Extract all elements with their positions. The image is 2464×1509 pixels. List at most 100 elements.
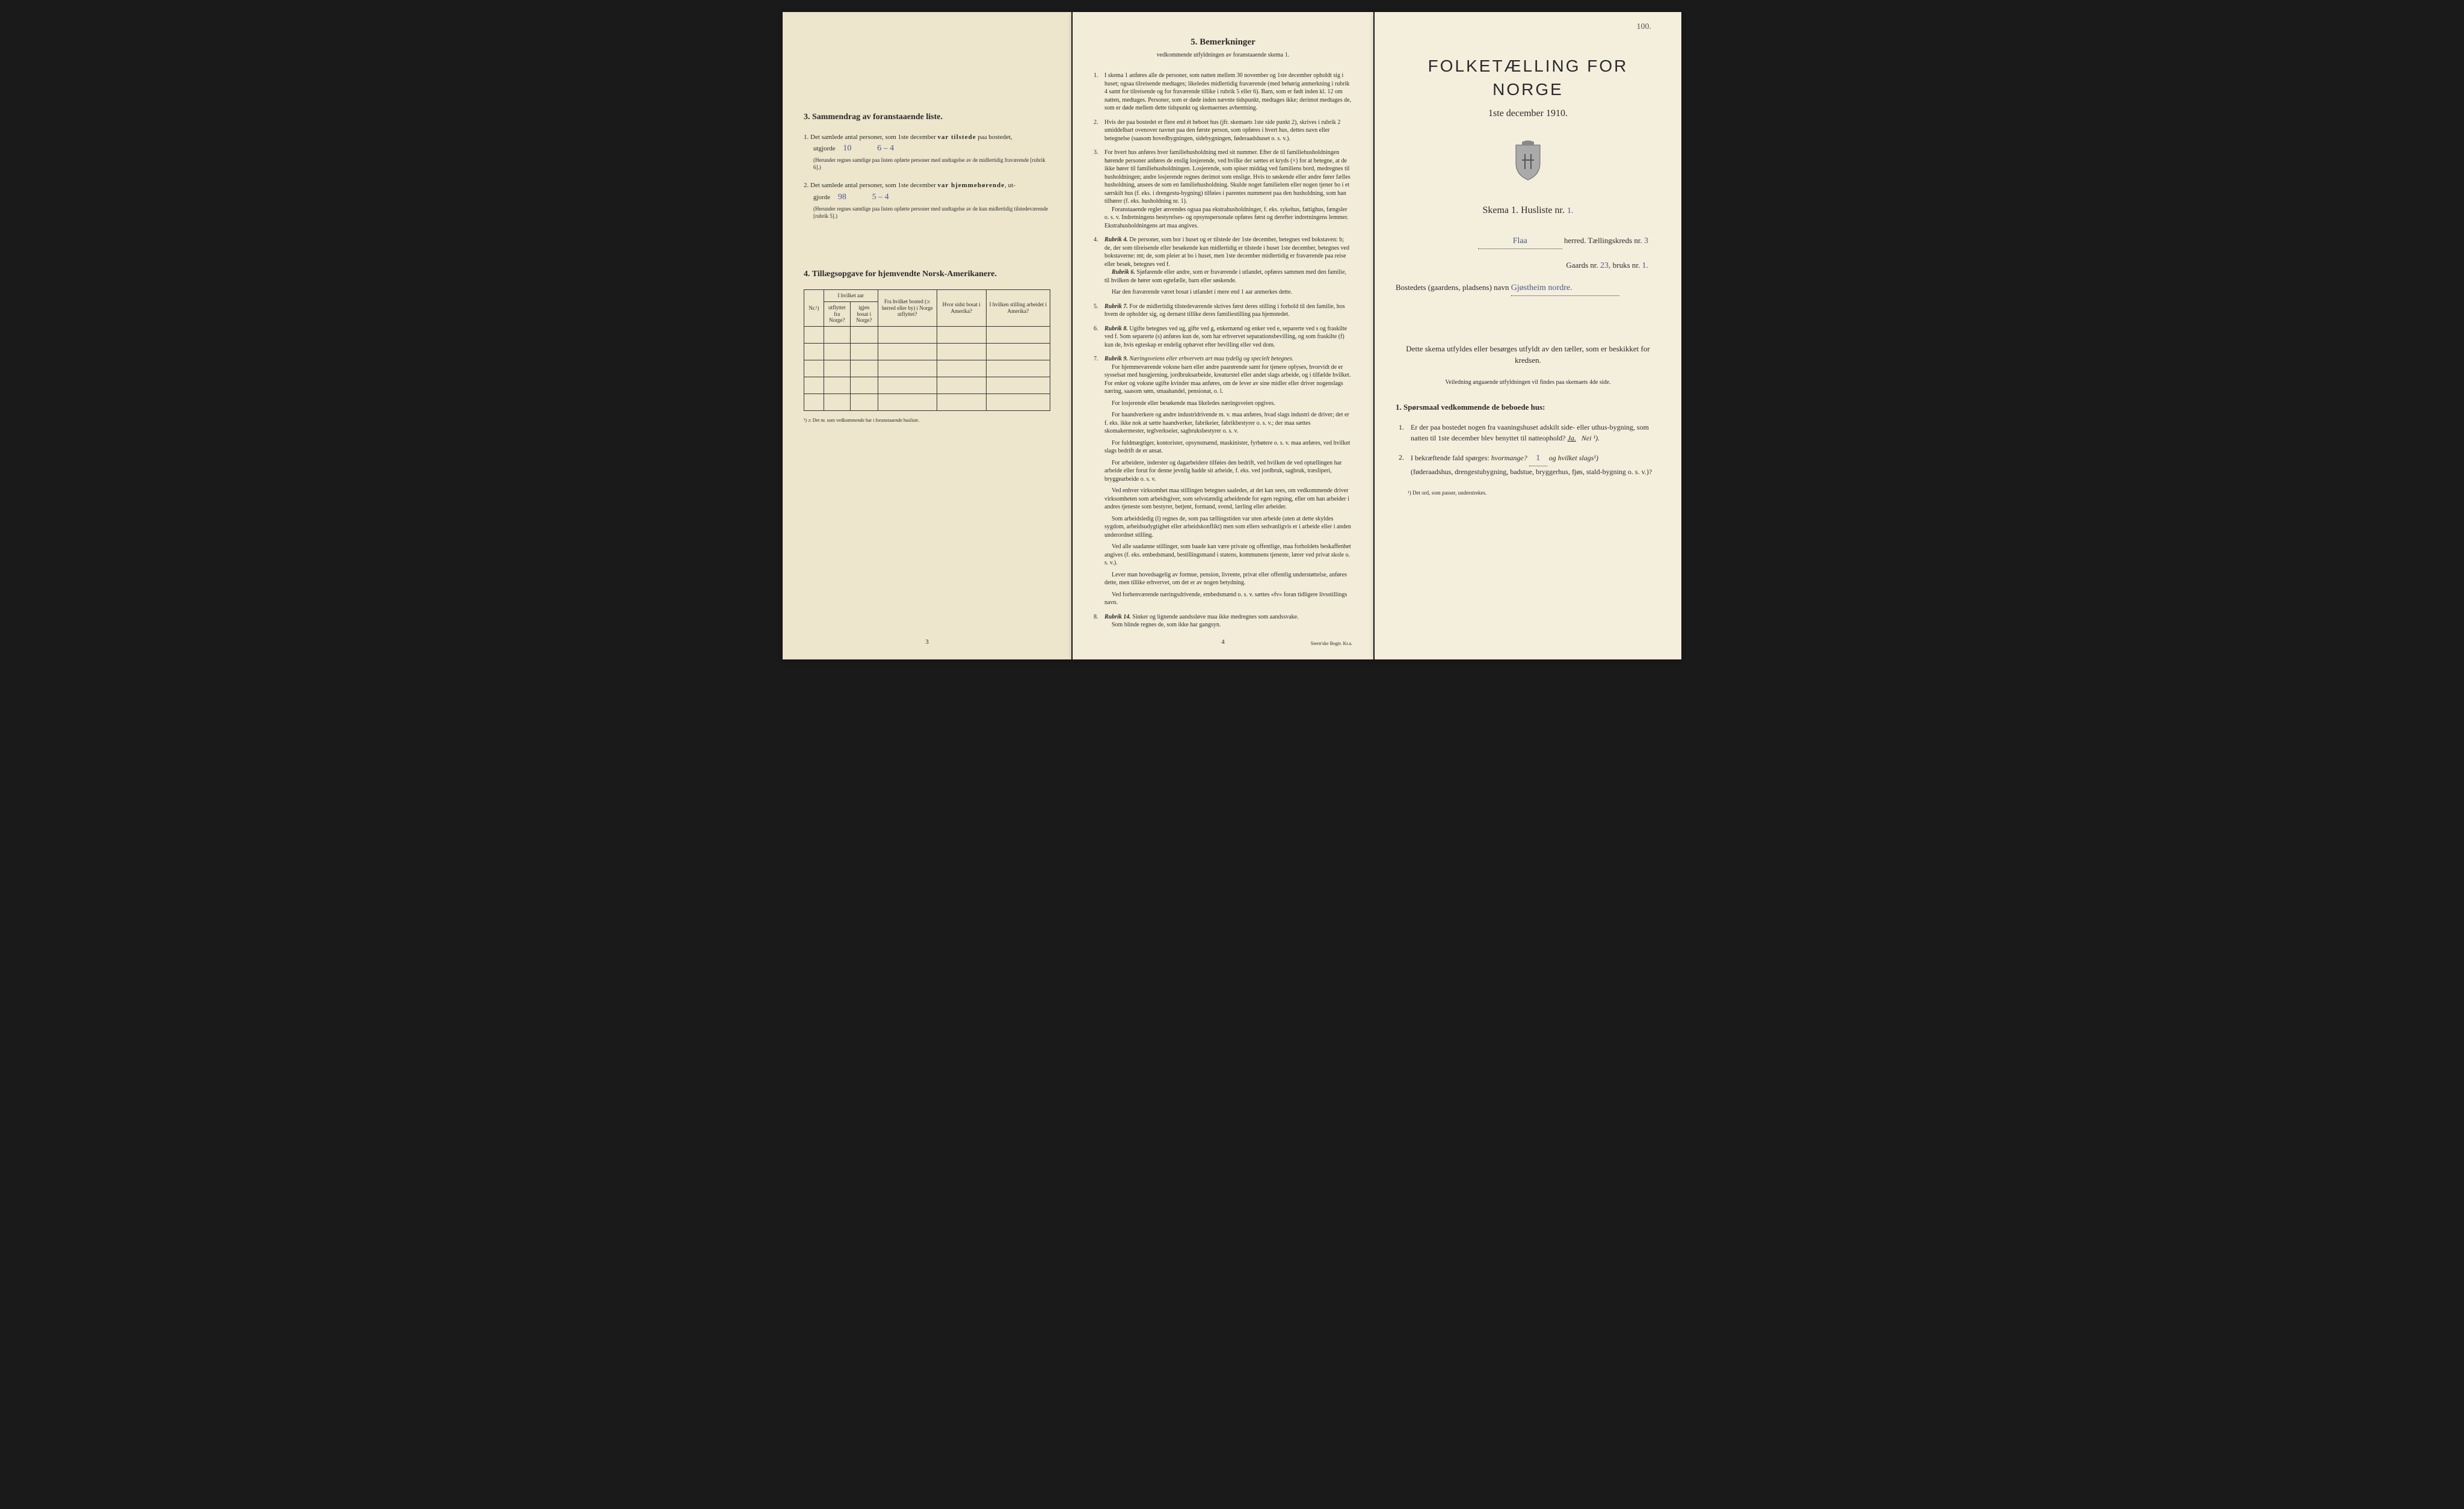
q2-text-c: og hvilket slags¹) <box>1549 454 1598 462</box>
remark-text: De personer, som bor i huset og er tilst… <box>1104 236 1349 268</box>
remark-para: For haandverkere og andre industridriven… <box>1104 411 1352 436</box>
item2-bold: var hjemmehørende <box>938 182 1005 189</box>
herred-name: Flaa <box>1478 235 1562 249</box>
th-amerika: Hvor sidst bosat i Amerika? <box>937 289 986 326</box>
th-year: I hvilket aar <box>824 289 878 301</box>
question-1: 1. Er der paa bostedet nogen fra vaaning… <box>1396 422 1660 443</box>
folio-number: 100. <box>1637 21 1652 33</box>
th-stilling: I hvilken stilling arbeidet i Amerika? <box>986 289 1050 326</box>
th-nr: Nr.¹) <box>804 289 824 326</box>
rubrik-label: Rubrik 7. <box>1104 303 1128 310</box>
remark-para: For losjerende eller besøkende maa likel… <box>1104 400 1352 408</box>
instruction-sub: Veiledning angaaende utfyldningen vil fi… <box>1396 378 1660 387</box>
item1-note: (Herunder regnes samtlige paa listen opf… <box>813 157 1050 171</box>
remark-num: 5. <box>1094 303 1098 311</box>
rubrik-label: Rubrik 14. <box>1104 614 1131 620</box>
item2-value2: 5 – 4 <box>872 193 889 202</box>
page-middle: 5. Bemerkninger vedkommende utfyldningen… <box>1073 12 1373 659</box>
remark-1: 1. I skema 1 anføres alle de personer, s… <box>1094 72 1352 113</box>
item2-value1: 98 <box>838 193 846 202</box>
remark-text: Ugifte betegnes ved ug, gifte ved g, enk… <box>1104 326 1347 348</box>
remark-num: 2. <box>1094 119 1098 127</box>
bruks-label: bruks nr. <box>1613 261 1640 270</box>
remark-text: I skema 1 anføres alle de personer, som … <box>1104 72 1351 111</box>
questions-title: 1. Spørsmaal vedkommende de beboede hus: <box>1396 402 1660 413</box>
remark-para: Som arbeidsledig (l) regnes de, som paa … <box>1104 515 1352 540</box>
item1-prefix: 1. Det samlede antal personer, som 1ste … <box>804 134 936 141</box>
bosted-line: Bostedets (gaardens, pladsens) navn Gjøs… <box>1396 282 1660 296</box>
bosted-value: Gjøstheim nordre. <box>1511 282 1619 296</box>
page-number-3: 3 <box>925 638 929 647</box>
kreds-value: 3 <box>1644 236 1648 245</box>
item2-suffix: , ut- <box>1005 182 1015 189</box>
instruction-text: Dette skema utfyldes eller besørges utfy… <box>1396 343 1660 366</box>
remark-text: Hvis der paa bostedet er flere end ét be… <box>1104 119 1340 142</box>
remark-num: 1. <box>1094 72 1098 80</box>
q1-num: 1. <box>1399 422 1404 433</box>
rubrik-label: Rubrik 8. <box>1104 326 1128 332</box>
section-5-title: 5. Bemerkninger <box>1094 36 1352 49</box>
item2-note: (Herunder regnes samtlige paa listen opf… <box>813 206 1050 220</box>
item1-utgjorde: utgjorde <box>813 145 836 152</box>
remark-para: Lever man hovedsagelig av formue, pensio… <box>1104 571 1352 587</box>
remark-num: 3. <box>1094 149 1098 157</box>
item1-bold: var tilstede <box>938 134 976 141</box>
table-row <box>804 377 1050 394</box>
remark-num: 6. <box>1094 325 1098 333</box>
gaards-line: Gaards nr. 23, bruks nr. 1. <box>1396 260 1660 272</box>
remark-4: 4. Rubrik 4. De personer, som bor i huse… <box>1094 236 1352 297</box>
rubrik-label: Rubrik 4. <box>1104 236 1128 243</box>
table-row <box>804 360 1050 377</box>
remark-para: For hjemmeværende voksne barn eller andr… <box>1104 363 1352 396</box>
table-body <box>804 327 1050 411</box>
date-line: 1ste december 1910. <box>1396 107 1660 120</box>
th-utflyttet: utflyttet fra Norge? <box>824 301 850 326</box>
remark-extra: Sjøfarende eller andre, som er fraværend… <box>1104 269 1346 284</box>
skema-line: Skema 1. Husliste nr. 1. <box>1396 204 1660 217</box>
q1-text: Er der paa bostedet nogen fra vaaningshu… <box>1411 423 1649 442</box>
bosted-label: Bostedets (gaardens, pladsens) navn <box>1396 283 1509 292</box>
q2-text-b: hvormange? <box>1491 454 1527 462</box>
section-3-title: 3. Sammendrag av foranstaaende liste. <box>804 111 1050 123</box>
q2-value: 1 <box>1529 452 1547 466</box>
remark-8: 8. Rubrik 14. Sinker og lignende aandssl… <box>1094 613 1352 629</box>
remark-extra2: Har den fraværende været bosat i utlande… <box>1104 288 1352 297</box>
skema-value: 1. <box>1567 206 1574 215</box>
table-footnote: ¹) ɔ: Det nr. som vedkommende har i fora… <box>804 417 1050 424</box>
main-title: FOLKETÆLLING FOR NORGE <box>1396 54 1660 101</box>
q1-nei: Nei ¹). <box>1582 434 1600 442</box>
gaards-value: 23, <box>1600 261 1611 270</box>
remark-5: 5. Rubrik 7. For de midlertidig tilstede… <box>1094 303 1352 319</box>
remark-text: For de midlertidig tilstedeværende skriv… <box>1104 303 1345 318</box>
remarks-list: 1. I skema 1 anføres alle de personer, s… <box>1094 72 1352 629</box>
rubrik-label: Rubrik 9. <box>1104 356 1128 362</box>
remark-7: 7. Rubrik 9. Næringsveiens eller erhverv… <box>1094 355 1352 607</box>
th-bosat: igjen bosat i Norge? <box>850 301 878 326</box>
question-2: 2. I bekræftende fald spørges: hvormange… <box>1396 452 1660 477</box>
table-row <box>804 344 1050 360</box>
remark-3: 3. For hvert hus anføres hver familiehus… <box>1094 149 1352 230</box>
remark-para: For arbeidere, inderster og dagarbeidere… <box>1104 459 1352 484</box>
item2-gjorde: gjorde <box>813 194 830 201</box>
remark-para: Ved forhenværende næringsdrivende, embed… <box>1104 591 1352 607</box>
remark-para: Ved alle saadanne stillinger, som baade … <box>1104 543 1352 567</box>
remark-para: For fuldmægtiger, kontorister, opsynsmæn… <box>1104 439 1352 455</box>
q1-ja: Ja. <box>1568 434 1576 442</box>
item1-value1: 10 <box>843 144 851 153</box>
item1-suffix: paa bostedet, <box>978 134 1012 141</box>
remark-6: 6. Rubrik 8. Ugifte betegnes ved ug, gif… <box>1094 325 1352 350</box>
page-left: 3. Sammendrag av foranstaaende liste. 1.… <box>783 12 1071 659</box>
rubrik-label: Rubrik 6. <box>1112 269 1135 276</box>
page-number-4: 4 <box>1221 638 1225 647</box>
q2-text-a: I bekræftende fald spørges: <box>1411 454 1489 462</box>
remark-para: Ved enhver virksomhet maa stillingen bet… <box>1104 487 1352 511</box>
bottom-footnote: ¹) Det ord, som passer, understrekes. <box>1396 489 1660 497</box>
emigrant-table: Nr.¹) I hvilket aar Fra hvilket bosted (… <box>804 289 1050 411</box>
remark-num: 7. <box>1094 355 1098 363</box>
item-1: 1. Det samlede antal personer, som 1ste … <box>804 132 1050 171</box>
coat-of-arms-icon <box>1396 139 1660 192</box>
item-2: 2. Det samlede antal personer, som 1ste … <box>804 181 1050 220</box>
bruks-value: 1. <box>1642 261 1649 270</box>
q2-options: (føderaadshus, drengestubygning, badstue… <box>1411 468 1652 476</box>
remark-extra: Som blinde regnes de, som ikke har gangs… <box>1104 621 1352 629</box>
